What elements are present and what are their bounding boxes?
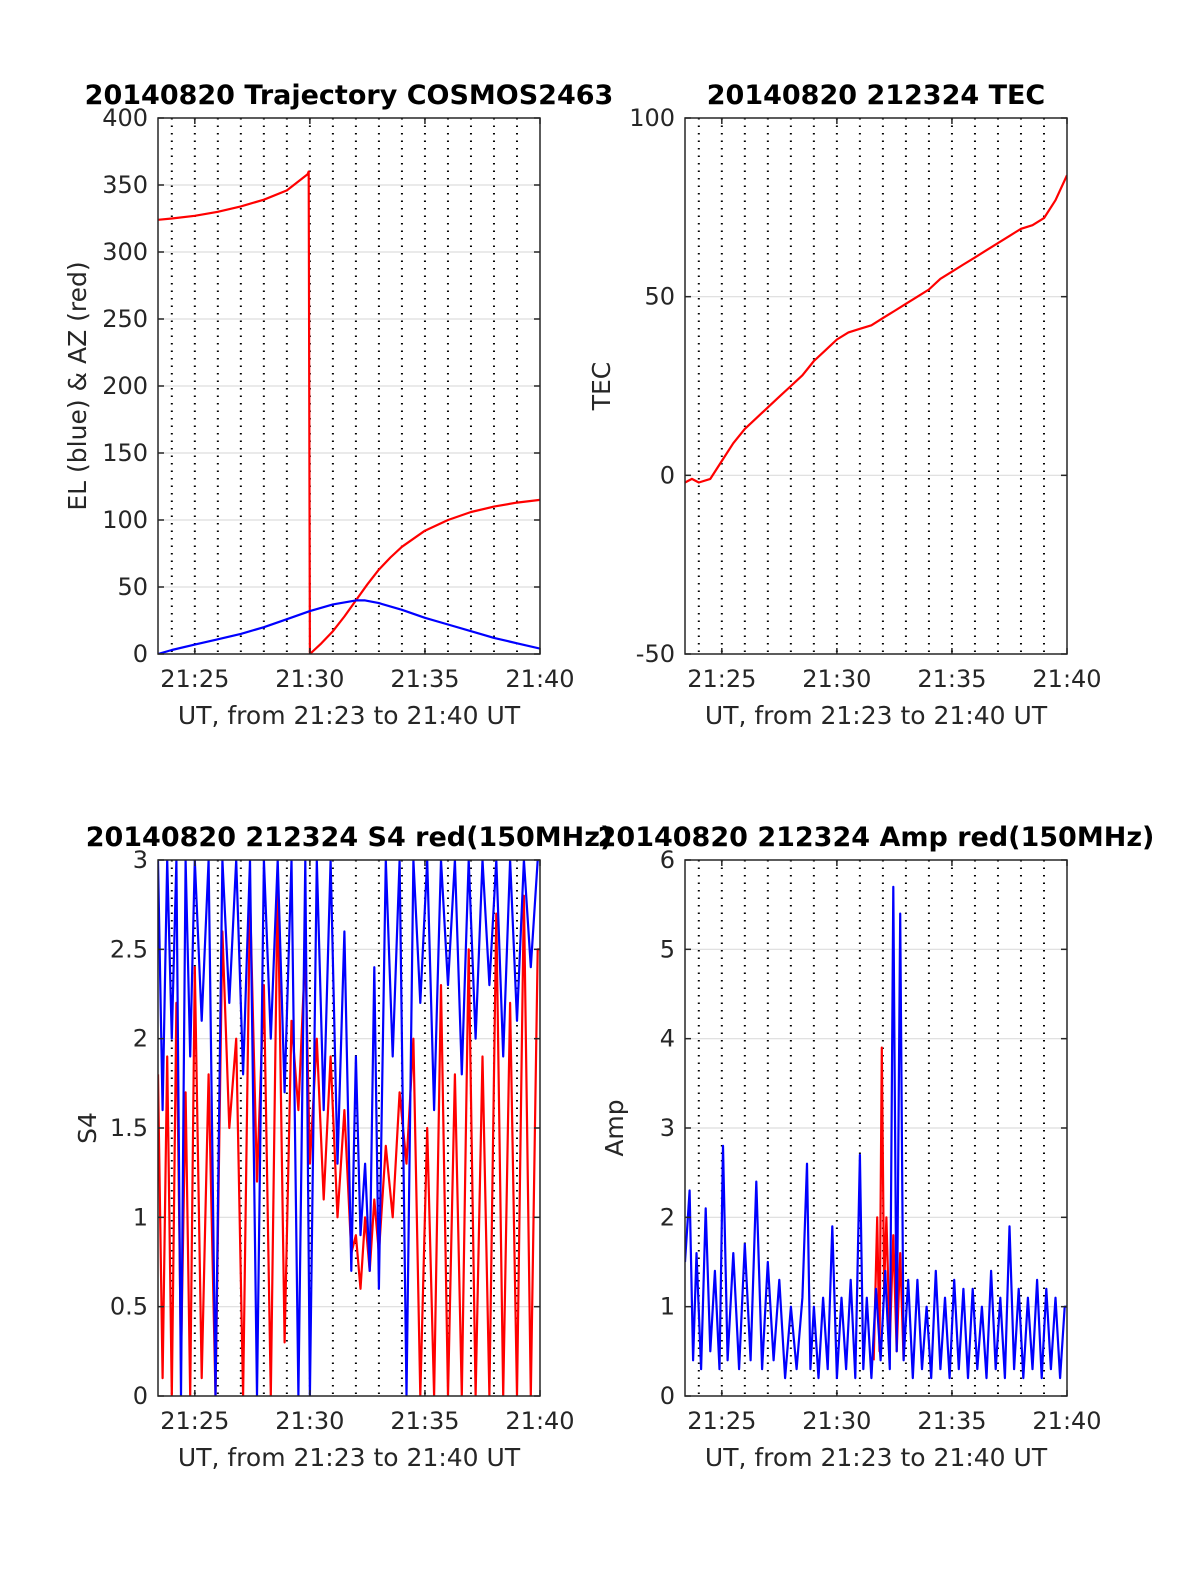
trajectory-ytick-label-7: 350 [102,171,148,199]
s4-series-s4_red [158,876,540,1396]
trajectory-ytick-label-0: 0 [133,640,148,668]
amp-ytick-label-2: 2 [660,1203,675,1231]
trajectory-series-group [158,170,540,654]
s4-ytick-label-6: 3 [133,846,148,874]
tec-xtick-label-2: 21:35 [917,665,986,693]
tec-ytick-label-2: 50 [644,283,675,311]
tec-ytick-label-1: 0 [660,461,675,489]
trajectory-xtick-label-0: 21:25 [160,665,229,693]
amp-xlabel: UT, from 21:23 to 21:40 UT [705,1443,1048,1472]
trajectory-xlabel: UT, from 21:23 to 21:40 UT [178,701,521,730]
s4-ytick-label-0: 0 [133,1382,148,1410]
trajectory-ytick-label-1: 50 [117,573,148,601]
tec-panel: -50 0 50 100 21:25 21:30 21:35 21:40 20140820 21… [587,80,1102,730]
amp-panel: 0 1 2 3 4 5 6 21:25 21:30 21:35 21:40 20140820 2123… [598,822,1155,1472]
amp-xtick-label-2: 21:35 [917,1407,986,1435]
trajectory-xtick-label-3: 21:40 [505,665,574,693]
s4-xtick-label-1: 21:30 [275,1407,344,1435]
amp-title: 20140820 212324 Amp red(150MHz) [598,822,1155,853]
tec-xtick-label-3: 21:40 [1032,665,1101,693]
trajectory-xtick-label-1: 21:30 [275,665,344,693]
tec-series-group [685,174,1067,484]
trajectory-ytick-label-4: 200 [102,372,148,400]
trajectory-xtick-label-2: 21:35 [390,665,459,693]
trajectory-ytick-label-5: 250 [102,305,148,333]
amp-series-amp_blue [685,885,1067,1380]
amp-ytick-label-4: 4 [660,1025,675,1053]
tec-xtick-label-1: 21:30 [802,665,871,693]
amp-ytick-label-6: 6 [660,846,675,874]
trajectory-title: 20140820 Trajectory COSMOS2463 [85,80,614,111]
amp-series-group [685,885,1067,1380]
s4-title: 20140820 212324 S4 red(150MHz) [86,822,613,853]
amp-xtick-label-3: 21:40 [1032,1407,1101,1435]
trajectory-ylabel: EL (blue) & AZ (red) [63,261,92,510]
tec-ytick-label-0: -50 [636,640,675,668]
s4-xtick-label-3: 21:40 [505,1407,574,1435]
tec-series-tec [685,174,1067,484]
amp-ytick-label-5: 5 [660,935,675,963]
s4-ytick-label-4: 2 [133,1025,148,1053]
tec-ytick-label-3: 100 [629,104,675,132]
trajectory-series-az [158,170,540,654]
s4-ytick-label-2: 1 [133,1203,148,1231]
trajectory-ytick-label-2: 100 [102,506,148,534]
s4-ytick-label-3: 1.5 [110,1114,148,1142]
tec-xlabel: UT, from 21:23 to 21:40 UT [705,701,1048,730]
s4-series-group [158,860,540,1396]
trajectory-series-el [158,599,540,654]
s4-xtick-label-0: 21:25 [160,1407,229,1435]
trajectory-panel: 0 50 100 150 200 250 300 350 400 21:25 21:30 21:35 2… [63,80,613,730]
s4-xtick-label-2: 21:35 [390,1407,459,1435]
tec-axes-box [684,117,1068,655]
trajectory-ytick-label-3: 150 [102,439,148,467]
tec-xtick-label-0: 21:25 [687,665,756,693]
amp-ylabel: Amp [600,1099,629,1156]
amp-ytick-label-1: 1 [660,1293,675,1321]
amp-xtick-label-0: 21:25 [687,1407,756,1435]
amp-xtick-label-1: 21:30 [802,1407,871,1435]
s4-series-s4_blue [158,860,540,1396]
amp-ytick-label-0: 0 [660,1382,675,1410]
tec-title: 20140820 212324 TEC [707,80,1046,111]
s4-panel: 0 0.5 1 1.5 2 2.5 3 21:25 21:30 21:35 21:40 2014082… [73,822,612,1472]
amp-ytick-label-3: 3 [660,1114,675,1142]
trajectory-ytick-label-6: 300 [102,238,148,266]
s4-ytick-label-5: 2.5 [110,935,148,963]
s4-xlabel: UT, from 21:23 to 21:40 UT [178,1443,521,1472]
tec-ylabel: TEC [587,362,616,412]
trajectory-ytick-label-8: 400 [102,104,148,132]
s4-ylabel: S4 [73,1112,102,1144]
s4-ytick-label-1: 0.5 [110,1293,148,1321]
